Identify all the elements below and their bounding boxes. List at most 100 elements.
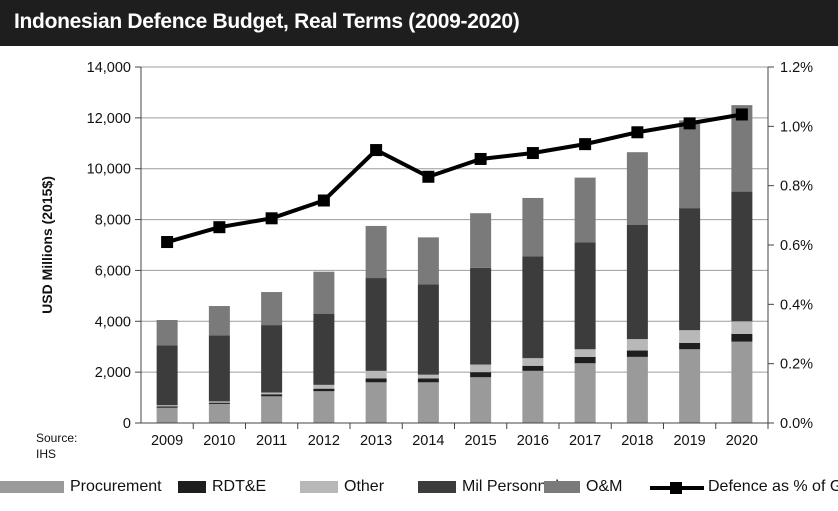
bar-rdt-e <box>470 372 492 378</box>
bar-mil-personnel <box>574 242 596 350</box>
bar-other <box>470 364 492 373</box>
legend-swatch <box>300 481 338 493</box>
x-tick-label: 2017 <box>569 433 601 449</box>
bar-other <box>574 349 596 357</box>
bar-mil-personnel <box>313 313 335 385</box>
x-tick-label: 2019 <box>673 433 705 449</box>
bar-rdt-e <box>417 378 439 383</box>
bar-rdt-e <box>679 342 701 350</box>
x-tick-label: 2010 <box>203 433 235 449</box>
source-value: IHS <box>36 447 57 461</box>
line-marker <box>631 126 644 139</box>
line-marker <box>735 108 748 121</box>
y-tick-label: 10,000 <box>87 162 131 178</box>
y2-tick-label: 0.2% <box>780 357 813 373</box>
legend-swatch <box>544 481 580 493</box>
bar-mil-personnel <box>417 284 439 375</box>
line-marker <box>265 212 278 225</box>
x-tick-label: 2018 <box>621 433 653 449</box>
y-tick-label: 2,000 <box>95 365 131 381</box>
bar-other <box>208 401 230 403</box>
bar-o-m <box>156 320 178 346</box>
bar-procurement <box>365 382 387 423</box>
bar-o-m <box>313 271 335 314</box>
x-tick-label: 2016 <box>517 433 549 449</box>
bar-o-m <box>417 237 439 285</box>
bar-o-m <box>626 152 648 225</box>
bar-mil-personnel <box>522 256 544 359</box>
bar-o-m <box>208 306 230 336</box>
y2-tick-label: 1.0% <box>780 119 813 135</box>
bar-mil-personnel <box>208 335 230 402</box>
legend-swatch <box>418 481 456 493</box>
line-marker <box>370 144 383 157</box>
bar-rdt-e <box>626 350 648 357</box>
bar-other <box>156 405 178 407</box>
bar-mil-personnel <box>261 325 283 393</box>
bar-rdt-e <box>156 406 178 408</box>
x-tick-label: 2013 <box>360 433 392 449</box>
bar-other <box>417 374 439 379</box>
line-marker <box>317 194 330 207</box>
y2-tick-label: 0.4% <box>780 297 813 313</box>
legend-label: Mil Personnel <box>462 478 559 495</box>
y-tick-label: 14,000 <box>87 60 131 76</box>
legend-swatch <box>0 481 64 493</box>
y2-tick-label: 0.0% <box>780 416 813 432</box>
y-tick-label: 6,000 <box>95 263 131 279</box>
x-tick-label: 2011 <box>256 433 287 449</box>
line-marker <box>526 147 539 160</box>
source-note: Source: IHS <box>36 430 77 462</box>
line-defence-gdp <box>166 112 743 244</box>
legend-label: O&M <box>586 478 623 495</box>
legend-line-swatch <box>650 486 704 490</box>
bar-procurement <box>679 349 701 423</box>
line-marker <box>683 117 696 130</box>
y-tick-label: 8,000 <box>95 213 131 229</box>
bar-o-m <box>470 213 492 268</box>
bar-mil-personnel <box>626 224 648 340</box>
bar-o-m <box>574 177 596 243</box>
bar-series <box>156 105 753 423</box>
x-tick-label: 2014 <box>412 433 444 449</box>
bar-rdt-e <box>365 378 387 383</box>
bar-procurement <box>522 370 544 423</box>
axis-labels: 0 2,000 4,000 6,000 8,000 10,000 12,000 14,000 0… <box>39 60 813 449</box>
bar-o-m <box>522 197 544 257</box>
legend-label: RDT&E <box>212 478 267 495</box>
bar-mil-personnel <box>731 191 753 322</box>
bar-procurement <box>574 363 596 423</box>
bar-rdt-e <box>522 365 544 371</box>
bar-other <box>626 339 648 351</box>
bar-o-m <box>261 292 283 326</box>
bar-procurement <box>731 341 753 423</box>
x-tick-label: 2012 <box>308 433 340 449</box>
line-marker <box>422 170 435 183</box>
bar-rdt-e <box>574 356 596 364</box>
bar-o-m <box>679 120 701 209</box>
axes <box>135 66 774 429</box>
y-tick-label: 12,000 <box>87 111 131 127</box>
y-tick-label: 4,000 <box>95 314 131 330</box>
x-tick-label: 2015 <box>464 433 496 449</box>
bar-procurement <box>208 403 230 423</box>
y-tick-label: 0 <box>123 416 131 432</box>
chart-plot: 0 2,000 4,000 6,000 8,000 10,000 12,000 14,000 0… <box>39 60 813 449</box>
bar-other <box>313 384 335 389</box>
chart-legend: Procurement RDT&E Other Mil Personnel O&M Def… <box>0 474 838 504</box>
source-label: Source: <box>36 431 78 445</box>
y2-tick-label: 1.2% <box>780 60 813 76</box>
line-series <box>161 108 748 249</box>
line-marker <box>161 236 174 249</box>
bar-procurement <box>626 356 648 423</box>
legend-swatch <box>178 481 206 493</box>
legend-label: Procurement <box>70 478 162 495</box>
bar-procurement <box>417 382 439 423</box>
bar-rdt-e <box>261 394 283 397</box>
chart-title: Indonesian Defence Budget, Real Terms (2… <box>14 10 520 33</box>
bar-mil-personnel <box>156 345 178 406</box>
bar-other <box>731 321 753 334</box>
x-tick-label: 2009 <box>151 433 183 449</box>
bar-o-m <box>365 225 387 279</box>
bar-other <box>522 358 544 366</box>
